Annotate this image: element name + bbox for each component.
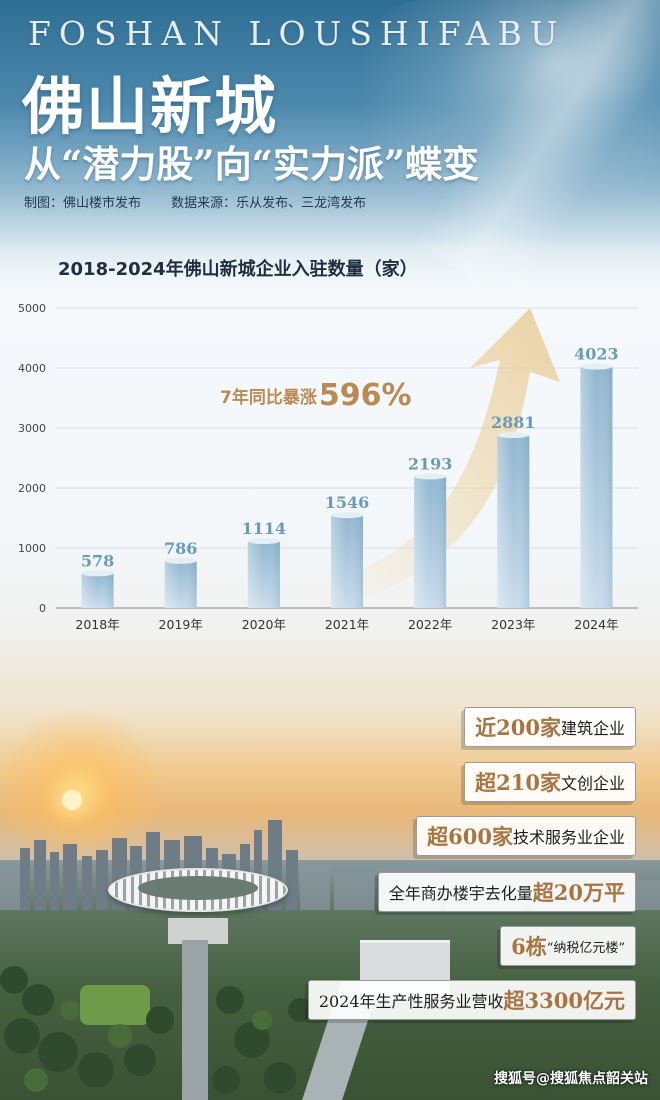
- tree-canopy: [0, 966, 312, 1094]
- stat-post: 技术服务业企业: [512, 828, 625, 847]
- x-tick-label: 2020年: [242, 617, 286, 632]
- stadium-field: [138, 876, 258, 900]
- stat-box: 超210家 文创企业: [464, 762, 636, 802]
- stat-highlight: 超210家: [475, 770, 561, 795]
- stat-box: 6栋 “纳税亿元楼”: [500, 926, 636, 966]
- growth-annotation: 7年同比暴涨596%: [220, 378, 412, 418]
- y-tick-label: 2000: [18, 482, 46, 495]
- y-tick-label: 4000: [18, 362, 46, 375]
- credit-maker: 制图：佛山楼市发布: [24, 196, 142, 211]
- bar-shading: [247, 541, 280, 608]
- bar-value-label: 2881: [491, 413, 536, 432]
- bar-value-label: 4023: [574, 345, 619, 364]
- credit-line: 制图：佛山楼市发布 数据来源：乐从发布、三龙湾发布: [24, 192, 392, 212]
- stat-highlight: 近200家: [475, 715, 561, 740]
- plaza: [168, 918, 228, 944]
- stat-post: 文创企业: [560, 774, 625, 793]
- x-tick-label: 2018年: [75, 617, 119, 632]
- bar-value-label: 1114: [242, 519, 287, 538]
- stat-box: 超600家 技术服务业企业: [416, 816, 636, 856]
- lawn: [80, 985, 150, 1025]
- growth-annotation-prefix: 7年同比暴涨: [220, 388, 317, 408]
- bar-cap: [164, 557, 197, 564]
- avenue: [182, 940, 208, 1100]
- sun-icon: [62, 790, 82, 810]
- y-tick-label: 0: [39, 602, 46, 615]
- y-tick-label: 5000: [18, 302, 46, 315]
- x-tick-label: 2022年: [408, 617, 452, 632]
- bar-value-label: 1546: [325, 493, 370, 512]
- stat-post: 建筑企业: [560, 719, 625, 738]
- bar-cap: [580, 363, 613, 370]
- bar-cap: [331, 512, 363, 519]
- stat-highlight: 超600家: [427, 824, 513, 849]
- bar-shading: [81, 573, 114, 608]
- y-tick-label: 3000: [18, 422, 46, 435]
- bar-cap: [247, 538, 280, 545]
- x-tick-label: 2019年: [159, 617, 203, 632]
- watermark: 搜狐号@搜狐焦点韶关站: [494, 1071, 648, 1087]
- bar-chart: 0 1000 2000 3000 4000 5000 578 2018年 786 2019年 111…: [18, 302, 638, 632]
- bar-shading: [414, 476, 447, 608]
- page-subtitle: 从“潜力股”向“实力派”蝶变: [24, 142, 480, 186]
- stat-pre: 2024年生产性服务业营收: [318, 992, 504, 1011]
- x-tick-label: 2023年: [491, 617, 535, 632]
- stat-highlight: 超20万平: [532, 880, 625, 905]
- bar-cap: [81, 570, 114, 577]
- bar-cap: [414, 473, 447, 480]
- bar-shading: [331, 515, 363, 608]
- stat-highlight: 6栋: [511, 934, 547, 959]
- bar-shading: [580, 366, 613, 608]
- y-tick-label: 1000: [18, 542, 46, 555]
- chart-title: 2018-2024年佛山新城企业入驻数量（家）: [58, 259, 418, 280]
- banner-english: FOSHAN LOUSHIFABU: [28, 14, 566, 53]
- credit-source: 数据来源：乐从发布、三龙湾发布: [171, 196, 367, 211]
- stat-box: 全年商办楼宇去化量 超20万平: [377, 872, 636, 912]
- bar-value-label: 2193: [408, 454, 453, 473]
- bar-shading: [497, 435, 530, 608]
- stat-highlight: 超3300亿元: [503, 988, 625, 1013]
- bar-value-label: 786: [164, 539, 197, 558]
- stat-box: 近200家 建筑企业: [464, 707, 636, 747]
- bar-shading: [164, 560, 197, 608]
- growth-arrow: [300, 308, 560, 608]
- bar-cap: [497, 432, 530, 439]
- bar-value-label: 578: [81, 551, 114, 570]
- x-tick-label: 2021年: [325, 617, 369, 632]
- stat-post: “纳税亿元楼”: [546, 940, 625, 956]
- page-title: 佛山新城: [22, 70, 279, 143]
- stat-pre: 全年商办楼宇去化量: [388, 884, 533, 903]
- growth-annotation-value: 596%: [318, 378, 412, 413]
- x-tick-label: 2024年: [574, 617, 618, 632]
- stat-box: 2024年生产性服务业营收 超3300亿元: [307, 980, 636, 1020]
